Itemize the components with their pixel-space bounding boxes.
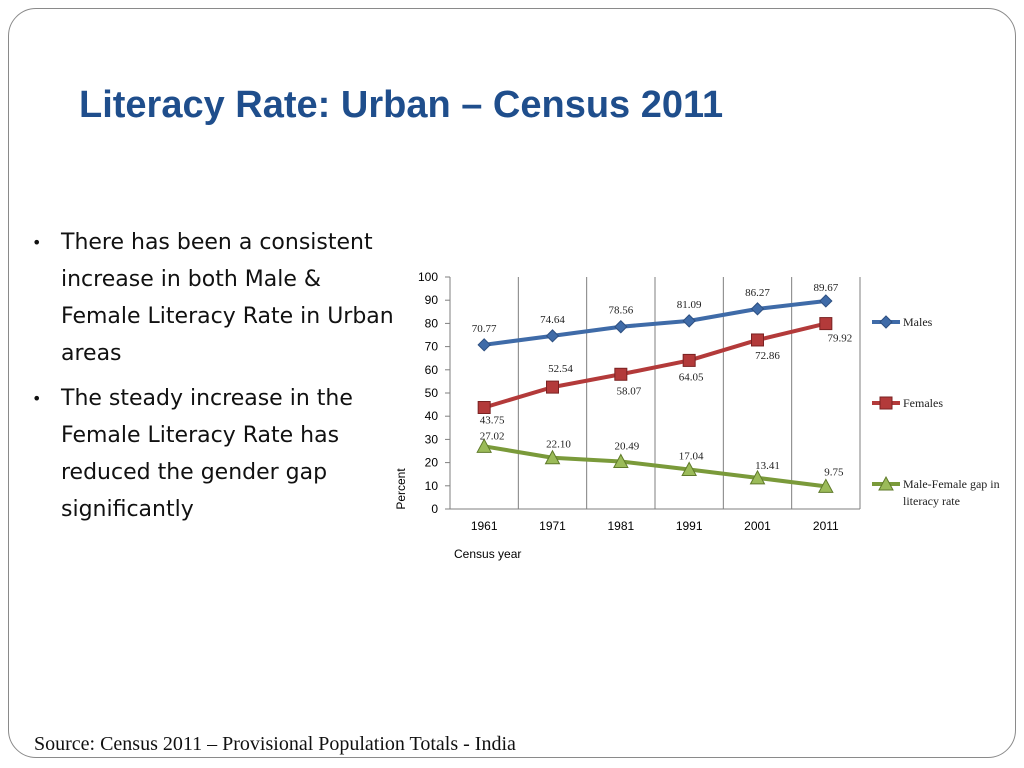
y-tick-label: 0 (431, 502, 438, 516)
data-label: 81.09 (677, 299, 702, 311)
legend-label: Females (903, 396, 943, 410)
data-label: 43.75 (480, 415, 505, 427)
y-tick-label: 90 (425, 293, 439, 307)
data-point (749, 469, 766, 485)
data-label: 78.56 (608, 305, 633, 317)
data-label: 13.41 (755, 460, 780, 472)
data-point (614, 320, 628, 334)
legend-label-line: Male-Female gap in (903, 477, 1000, 491)
data-label: 27.02 (480, 430, 505, 442)
x-tick-label: 1961 (471, 519, 498, 533)
x-axis-title: Census year (454, 547, 521, 561)
data-label: 89.67 (813, 282, 838, 294)
data-label: 58.07 (616, 385, 641, 397)
legend-marker (879, 315, 893, 329)
data-point (544, 449, 561, 465)
legend-marker (879, 396, 893, 410)
y-tick-label: 10 (425, 479, 439, 493)
y-tick-label: 70 (425, 340, 439, 354)
series-line (483, 321, 827, 410)
data-point (819, 317, 833, 331)
x-tick-label: 1991 (676, 519, 703, 533)
x-tick-label: 1981 (607, 519, 634, 533)
data-label: 64.05 (679, 371, 704, 383)
y-tick-label: 60 (425, 363, 439, 377)
bullet-list: • There has been a consistent increase in… (30, 224, 400, 536)
x-tick-label: 2001 (744, 519, 771, 533)
data-point (751, 333, 764, 347)
data-label: 20.49 (614, 440, 639, 452)
data-point (819, 294, 833, 308)
y-tick-label: 20 (425, 456, 439, 470)
data-label: 72.86 (755, 350, 780, 362)
x-tick-label: 2011 (813, 519, 839, 533)
series-line (483, 444, 827, 489)
bullet-text: There has been a consistent increase in … (61, 230, 394, 366)
bullet-icon: • (32, 233, 42, 252)
data-label: 9.75 (824, 466, 844, 478)
slide-frame (8, 8, 1016, 758)
legend-label-line: literacy rate (903, 494, 960, 508)
source-note: Source: Census 2011 – Provisional Popula… (34, 733, 516, 755)
x-tick-label: 1971 (539, 519, 566, 533)
bullet-item: • The steady increase in the Female Liter… (30, 380, 400, 528)
data-point (682, 353, 696, 367)
data-point (477, 338, 491, 352)
y-tick-label: 50 (425, 386, 439, 400)
bullet-text: The steady increase in the Female Litera… (61, 386, 353, 522)
legend-marker (878, 475, 894, 491)
data-point (612, 453, 629, 468)
data-point (546, 380, 559, 394)
data-label: 86.27 (745, 287, 770, 299)
data-point (681, 461, 698, 476)
data-label: 52.54 (548, 363, 573, 375)
legend-label: Male-Female gap in literacy rate (903, 477, 1000, 508)
y-tick-label: 30 (425, 432, 439, 446)
slide-title: Literacy Rate: Urban – Census 2011 (79, 84, 724, 126)
bullet-icon: • (32, 389, 42, 408)
y-tick-label: 100 (418, 270, 438, 284)
data-label: 79.92 (827, 333, 852, 345)
data-point (476, 438, 493, 453)
data-point (545, 329, 560, 343)
y-tick-label: 40 (425, 409, 439, 423)
data-label: 22.10 (546, 439, 571, 451)
y-axis-title: Percent (394, 468, 408, 510)
series-line (483, 298, 827, 347)
data-label: 17.04 (679, 450, 704, 462)
data-point (614, 367, 628, 381)
data-point (817, 478, 834, 493)
data-point (682, 314, 696, 328)
data-point (750, 302, 765, 316)
data-label: 70.77 (472, 323, 497, 335)
data-point (477, 401, 491, 414)
y-tick-label: 80 (425, 316, 439, 330)
legend-label: Males (903, 315, 933, 329)
bullet-item: • There has been a consistent increase in… (30, 224, 400, 372)
data-label: 74.64 (540, 314, 565, 326)
